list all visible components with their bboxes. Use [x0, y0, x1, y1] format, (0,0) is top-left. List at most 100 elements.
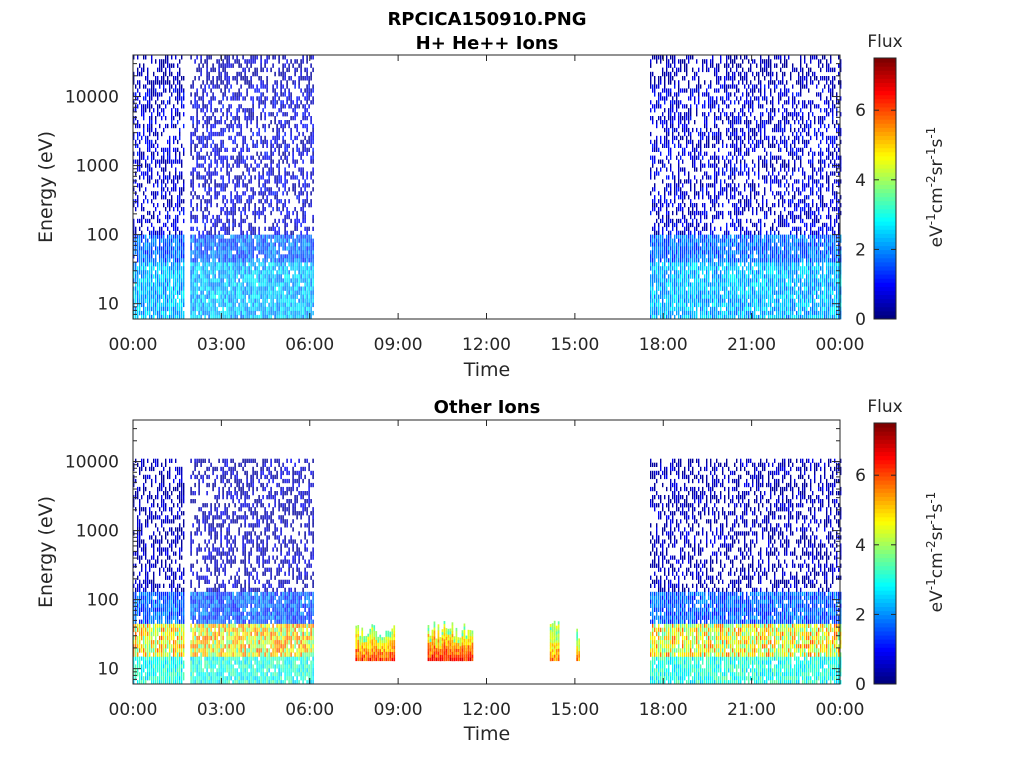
spectrogram-cell [238, 246, 240, 251]
spectrogram-cell [171, 123, 173, 129]
spectrogram-cell [163, 278, 165, 283]
spectrogram-cell [710, 108, 712, 113]
spectrogram-cell [706, 151, 708, 156]
spectrogram-cell [296, 123, 298, 129]
spectrogram-cell [284, 294, 286, 299]
spectrogram-cell [670, 116, 672, 121]
spectrogram-cell [163, 80, 165, 85]
spectrogram-cell [141, 262, 143, 267]
spectrogram-cell [236, 199, 238, 204]
spectrogram-cell [210, 250, 212, 255]
spectrogram-cell [167, 250, 169, 255]
spectrogram-cell [234, 195, 236, 200]
spectrogram-cell [294, 250, 296, 255]
spectrogram-cell [250, 179, 252, 184]
spectrogram-cell [149, 306, 151, 312]
spectrogram-cell [296, 214, 298, 220]
spectrogram-cell [143, 270, 145, 275]
spectrogram-cell [676, 218, 678, 224]
spectrogram-cell [714, 203, 716, 208]
spectrogram-cell [726, 250, 728, 255]
spectrogram-cell [143, 250, 145, 255]
spectrogram-cell [258, 214, 260, 220]
spectrogram-cell [696, 147, 698, 152]
spectrogram-cell [266, 250, 268, 255]
spectrogram-cell [208, 163, 210, 168]
spectrogram-cell [153, 183, 155, 188]
spectrogram-cell [244, 175, 246, 180]
spectrogram-cell [143, 282, 145, 287]
spectrogram-cell [244, 310, 246, 316]
spectrogram-cell [670, 167, 672, 172]
spectrogram-cell [159, 238, 161, 243]
spectrogram-cell [192, 294, 194, 299]
spectrogram-cell [280, 242, 282, 247]
spectrogram-cell [240, 222, 242, 228]
spectrogram-cell [145, 96, 147, 101]
spectrogram-cell [708, 139, 710, 145]
spectrogram-cell [141, 171, 143, 176]
spectrogram-cell [254, 282, 256, 287]
spectrogram-cell [282, 123, 284, 129]
spectrogram-cell [218, 131, 220, 137]
spectrogram-cell [177, 262, 179, 267]
spectrogram-cell [165, 222, 167, 228]
spectrogram-cell [220, 155, 222, 160]
spectrogram-cell [147, 302, 149, 308]
spectrogram-cell [308, 270, 310, 275]
spectrogram-cell [149, 298, 151, 304]
spectrogram-cell [224, 246, 226, 251]
spectrogram-cell [668, 139, 670, 145]
spectrogram-cell [660, 286, 662, 291]
spectrogram-cell [694, 191, 696, 196]
spectrogram-cell [688, 96, 690, 101]
spectrogram-cell [304, 203, 306, 208]
spectrogram-cell [177, 147, 179, 152]
spectrogram-cell [190, 234, 192, 239]
spectrogram-cell [286, 274, 288, 279]
spectrogram-cell [169, 294, 171, 299]
spectrogram-cell [266, 274, 268, 279]
spectrogram-cell [300, 63, 302, 68]
spectrogram-cell [147, 310, 149, 316]
spectrogram-cell [652, 199, 654, 204]
spectrogram-cell [208, 187, 210, 192]
spectrogram-cell [246, 183, 248, 188]
spectrogram-cell [688, 171, 690, 176]
spectrogram-cell [244, 116, 246, 121]
spectrogram-cell [238, 183, 240, 188]
spectrogram-cell [654, 226, 656, 231]
spectrogram-cell [151, 151, 153, 156]
spectrogram-cell [133, 120, 135, 125]
spectrogram-cell [662, 242, 664, 247]
spectrogram-cell [674, 290, 676, 295]
spectrogram-cell [272, 191, 274, 196]
spectrogram-cell [248, 254, 250, 259]
spectrogram-cell [139, 266, 141, 271]
spectrogram-cell [270, 191, 272, 196]
spectrogram-cell [208, 238, 210, 243]
spectrogram-cell [220, 80, 222, 85]
spectrogram-cell [135, 123, 137, 129]
spectrogram-cell [169, 159, 171, 164]
spectrogram-cell [664, 127, 666, 133]
spectrogram-cell [190, 266, 192, 271]
spectrogram-cell [175, 226, 177, 231]
spectrogram-cell [670, 151, 672, 156]
spectrogram-cell [179, 306, 181, 312]
spectrogram-cell [145, 139, 147, 145]
spectrogram-cell [266, 306, 268, 312]
spectrogram-cell [296, 242, 298, 247]
spectrogram-cell [155, 147, 157, 152]
spectrogram-cell [179, 234, 181, 239]
spectrogram-cell [686, 63, 688, 68]
spectrogram-cell [177, 274, 179, 279]
spectrogram-cell [248, 234, 250, 239]
spectrogram-cell [268, 274, 270, 279]
spectrogram-cell [248, 67, 250, 73]
spectrogram-cell [262, 298, 264, 304]
spectrogram-cell [286, 210, 288, 216]
spectrogram-cell [710, 306, 712, 312]
spectrogram-cell [262, 92, 264, 97]
spectrogram-cell [286, 80, 288, 85]
